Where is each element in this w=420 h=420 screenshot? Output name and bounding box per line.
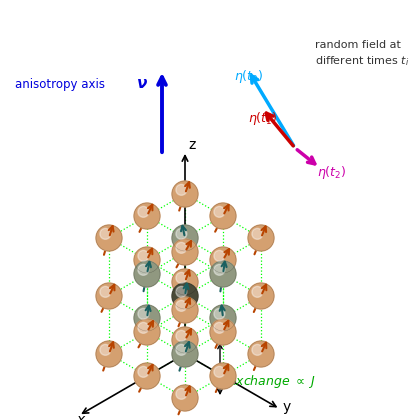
Circle shape [134, 363, 160, 389]
Circle shape [176, 388, 187, 399]
Text: $\boldsymbol{\nu}$: $\boldsymbol{\nu}$ [136, 76, 148, 91]
Circle shape [248, 225, 274, 251]
Circle shape [176, 331, 187, 341]
Circle shape [210, 305, 236, 331]
Text: exchange $\propto$ J: exchange $\propto$ J [228, 373, 316, 390]
Circle shape [134, 305, 160, 331]
Circle shape [252, 228, 263, 239]
Text: y: y [283, 400, 291, 414]
Circle shape [248, 341, 274, 367]
Circle shape [172, 327, 198, 353]
Circle shape [100, 344, 111, 355]
Text: x: x [76, 412, 85, 420]
Circle shape [138, 206, 149, 217]
Circle shape [172, 225, 198, 251]
Circle shape [138, 323, 149, 333]
Circle shape [138, 250, 149, 261]
Circle shape [134, 319, 160, 345]
Circle shape [210, 261, 236, 287]
Circle shape [138, 264, 149, 275]
Circle shape [134, 247, 160, 273]
Circle shape [176, 300, 187, 311]
Circle shape [138, 366, 149, 377]
Text: $\eta(t_3)$: $\eta(t_3)$ [234, 68, 263, 85]
Circle shape [214, 323, 225, 333]
Circle shape [96, 341, 122, 367]
Circle shape [214, 206, 225, 217]
Circle shape [172, 283, 198, 309]
Circle shape [176, 242, 187, 253]
Text: a: a [224, 362, 233, 376]
Circle shape [172, 341, 198, 367]
Circle shape [96, 225, 122, 251]
Circle shape [176, 228, 187, 239]
Circle shape [176, 184, 187, 195]
Circle shape [210, 363, 236, 389]
Circle shape [100, 286, 111, 297]
Circle shape [214, 308, 225, 319]
Circle shape [176, 273, 187, 284]
Circle shape [214, 366, 225, 377]
Circle shape [248, 283, 274, 309]
Circle shape [134, 261, 160, 287]
Text: random field at
different times $t_i$: random field at different times $t_i$ [315, 40, 409, 68]
Circle shape [176, 344, 187, 355]
Circle shape [172, 269, 198, 295]
Circle shape [134, 203, 160, 229]
Circle shape [176, 286, 187, 297]
Circle shape [172, 239, 198, 265]
Circle shape [252, 344, 263, 355]
Circle shape [138, 308, 149, 319]
Circle shape [172, 385, 198, 411]
Text: $\eta(t_2)$: $\eta(t_2)$ [317, 164, 346, 181]
Circle shape [96, 283, 122, 309]
Circle shape [252, 286, 263, 297]
Circle shape [172, 181, 198, 207]
Circle shape [210, 319, 236, 345]
Circle shape [100, 228, 111, 239]
Circle shape [172, 297, 198, 323]
Circle shape [214, 264, 225, 275]
Circle shape [210, 203, 236, 229]
Circle shape [214, 250, 225, 261]
Text: $\eta(t_1)$: $\eta(t_1)$ [248, 110, 278, 127]
Text: z: z [188, 138, 195, 152]
Circle shape [210, 247, 236, 273]
Text: anisotropy axis: anisotropy axis [15, 78, 105, 91]
